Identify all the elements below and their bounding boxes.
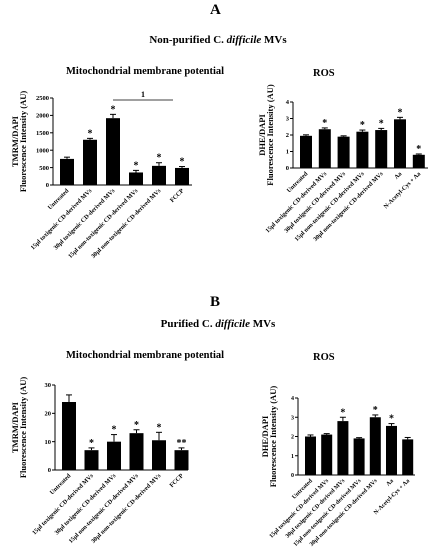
panel-a-title-suffix: MVs: [261, 34, 287, 46]
chart-2-sig-5: **: [177, 438, 187, 449]
chart-3-bar-2: [337, 421, 349, 475]
chart-1-cat-label-4: 30µl non-toxigenic CD-derived MVs: [312, 170, 385, 243]
chart-1-ytick-label-2: 2: [286, 132, 289, 139]
panel-a-title: Non-purified C. difficile MVs: [0, 34, 436, 46]
chart-3-ytick-label-1: 1: [291, 454, 294, 460]
chart-a1-title: Mitochondrial membrane potential: [66, 66, 225, 77]
chart-3-ylabel-0: DHE/DAPI: [260, 415, 270, 457]
chart-2-bar-1: [84, 450, 99, 470]
chart-3-bar-4: [369, 417, 381, 475]
chart-3-sig-2: *: [340, 407, 345, 418]
chart-0-bar-4: [152, 165, 166, 185]
chart-1-cat-label-3: 15µl non-toxigenic CD-derived MVs: [293, 170, 366, 243]
chart-3-ytick-label-2: 2: [291, 435, 294, 441]
chart-1-ylabel-1: Fluorescence Intensity (AU): [265, 84, 275, 186]
chart-2-sig-4: *: [157, 422, 162, 433]
chart-2-ytick-label-1: 10: [45, 439, 52, 446]
chart-1-ylabel-0: DHE/DAPI: [257, 114, 267, 156]
chart-1-sig-5: *: [398, 107, 403, 118]
chart-3-ytick-label-4: 4: [291, 396, 294, 402]
chart-1-ytick-label-4: 4: [286, 99, 290, 106]
chart-2-sig-3: *: [134, 420, 139, 431]
chart-1-ytick-label-3: 3: [286, 116, 290, 123]
chart-2-bar-0: [62, 402, 76, 470]
panel-b-letter: B: [210, 294, 221, 310]
chart-0-ytick-label-1: 500: [39, 165, 49, 172]
panel-b-title-suffix: MVs: [249, 318, 276, 330]
chart-3-bar-5: [386, 425, 397, 475]
chart-a2-title: ROS: [313, 68, 335, 79]
chart-1-bar-5: [394, 119, 406, 168]
chart-2-ytick-label-2: 20: [45, 411, 52, 418]
chart-2-bar-2: [107, 441, 121, 470]
chart-2-cat-label-5: FCCP: [168, 472, 185, 489]
chart-3-ylabel-1: Fluorescence Intensity (AU): [268, 386, 278, 488]
chart-1-sig-6: *: [416, 144, 421, 155]
chart-2-bar-3: [129, 433, 144, 470]
chart-1-bar-6: [412, 154, 425, 168]
chart-1-bar-4: [375, 130, 388, 168]
chart-0-ylabel-1: Fluorescence Intensity (AU): [18, 91, 28, 193]
chart-1-sig-4: *: [379, 118, 384, 129]
chart-3-bar-6: [402, 439, 414, 475]
chart-1-bar-2: [337, 136, 350, 168]
chart-3-ytick-label-3: 3: [291, 415, 294, 421]
chart-2-bar-4: [152, 440, 166, 470]
chart-1-ytick-label-1: 1: [286, 149, 289, 156]
chart-2-ytick-label-0: 0: [48, 467, 51, 474]
chart-0-ytick-label-0: 0: [46, 182, 49, 189]
chart-0-sig-2: *: [111, 104, 116, 115]
chart-3-sig-5: *: [389, 414, 394, 425]
chart-1-sig-1: *: [322, 118, 327, 129]
chart-0-ytick-label-5: 2500: [36, 95, 49, 102]
chart-3-bar-1: [321, 434, 333, 475]
chart-0-sig-3: *: [134, 160, 139, 171]
chart-3-bar-3: [353, 438, 365, 475]
chart-0-ylabel-0: TMRM/DAPI: [10, 115, 20, 167]
chart-2-ylabel-0: TMRM/DAPI: [10, 401, 20, 453]
chart-b1-title: Mitochondrial membrane potential: [66, 350, 225, 361]
chart-1-sig-3: *: [360, 120, 365, 131]
chart-2-sig-1: *: [89, 438, 94, 449]
chart-2-bar-5: [174, 450, 189, 470]
chart-0-ytick-label-4: 2000: [36, 113, 49, 120]
chart-0-ytick-label-3: 1500: [36, 130, 49, 137]
chart-0-sig-4: *: [157, 153, 162, 164]
chart-1-ytick-label-0: 0: [286, 165, 289, 172]
chart-3-cat-label-5: Aa: [385, 478, 394, 487]
chart-0-bar-1: [83, 139, 97, 185]
chart-0-bar-0: [60, 158, 74, 185]
panel-b-title-italic: difficile: [215, 318, 250, 330]
chart-1-bar-0: [300, 135, 312, 168]
chart-0-bracket-label: 1: [141, 90, 145, 99]
panel-a-title-prefix: Non-purified C.: [149, 34, 227, 46]
panel-a-title-italic: difficile: [226, 34, 262, 46]
chart-b2-title: ROS: [313, 352, 335, 363]
chart-2-ylabel-1: Fluorescence Intensity (AU): [18, 377, 28, 479]
chart-0-sig-1: *: [88, 128, 93, 139]
panel-b-title: Purified C. difficile MVs: [0, 318, 436, 330]
chart-1-bar-3: [356, 131, 369, 168]
chart-0-bar-5: [175, 167, 189, 185]
chart-0-ytick-label-2: 1000: [36, 147, 49, 154]
chart-3-bar-0: [305, 436, 316, 475]
chart-0-cat-label-5: FCCP: [169, 187, 186, 204]
chart-1-bar-1: [318, 129, 331, 168]
chart-2-sig-2: *: [112, 425, 117, 436]
panel-b-title-prefix: Purified C.: [160, 318, 216, 330]
chart-0-bar-3: [129, 172, 143, 185]
chart-0-sig-5: *: [180, 157, 185, 168]
chart-2-ytick-label-3: 30: [45, 382, 52, 389]
chart-0-bar-2: [106, 118, 120, 185]
chart-3-sig-4: *: [373, 405, 378, 416]
panel-a-letter: A: [210, 2, 221, 18]
chart-3-ytick-label-0: 0: [291, 473, 294, 479]
chart-1-cat-label-5: Aa: [393, 170, 403, 180]
